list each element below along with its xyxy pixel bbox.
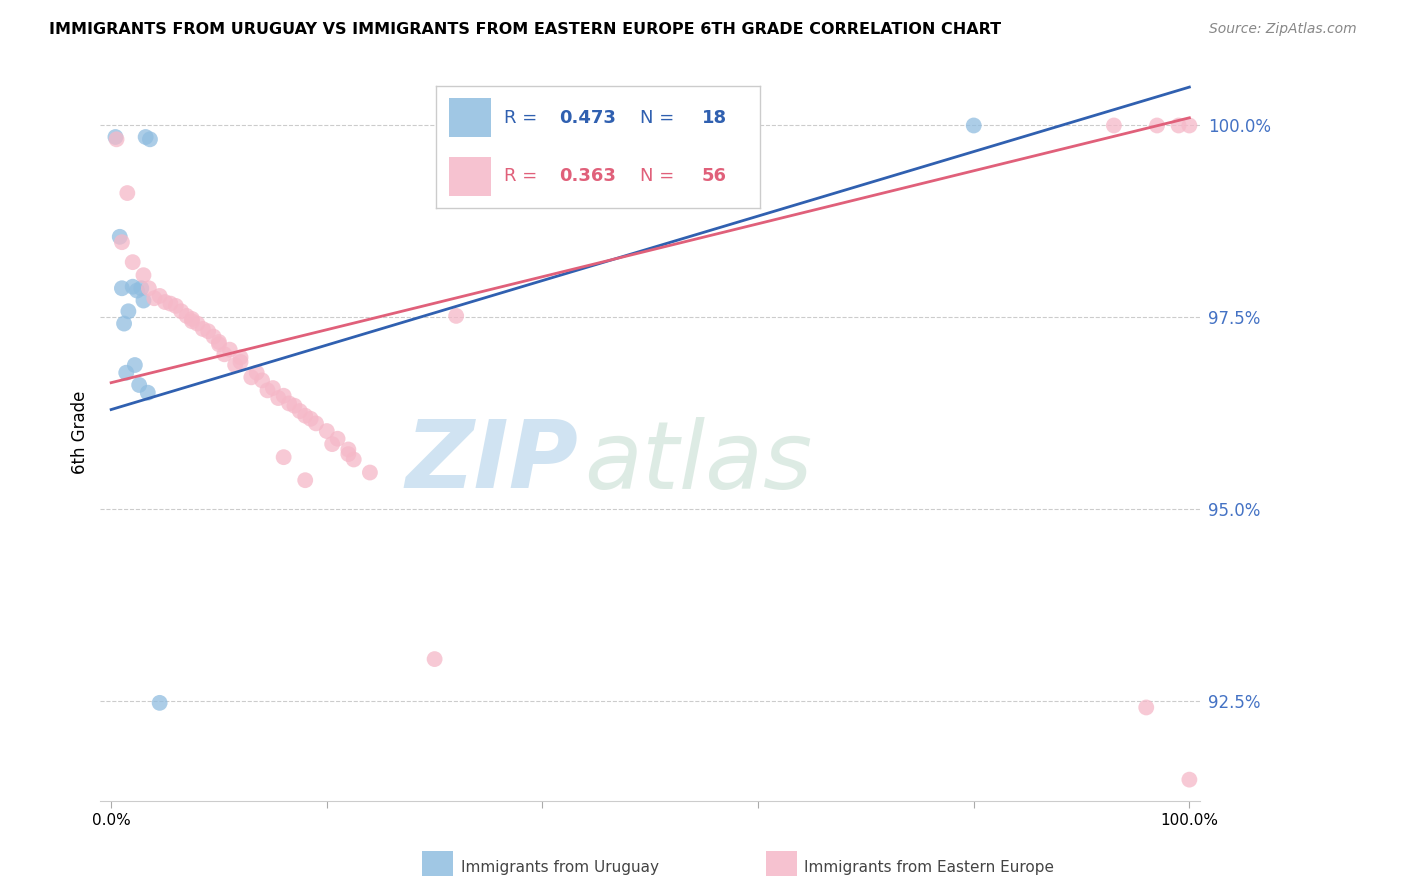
Point xyxy=(149,696,172,710)
Point xyxy=(191,322,214,336)
Point xyxy=(132,293,155,308)
Text: Source: ZipAtlas.com: Source: ZipAtlas.com xyxy=(1209,22,1357,37)
Point xyxy=(1102,119,1125,133)
Point xyxy=(343,452,366,467)
Point xyxy=(288,404,311,418)
Point xyxy=(121,279,143,293)
Point xyxy=(124,358,146,372)
Point xyxy=(321,437,343,451)
Point xyxy=(112,317,135,331)
Point xyxy=(273,389,295,403)
Point xyxy=(108,229,131,244)
Point xyxy=(337,442,360,457)
Point xyxy=(240,370,263,384)
Point xyxy=(963,119,986,133)
Point xyxy=(176,309,198,323)
Text: ZIP: ZIP xyxy=(406,416,579,508)
Point xyxy=(128,378,150,392)
Point xyxy=(246,366,269,380)
Point xyxy=(725,119,748,133)
Point xyxy=(229,351,252,365)
Point xyxy=(104,130,127,145)
Point xyxy=(138,281,160,295)
Point xyxy=(125,284,148,298)
Point xyxy=(181,312,204,326)
Point xyxy=(131,281,153,295)
Point xyxy=(299,411,322,425)
Point xyxy=(423,652,446,666)
Point xyxy=(273,450,295,465)
Point xyxy=(326,432,349,446)
Point xyxy=(170,304,193,318)
Point xyxy=(294,473,316,487)
Point xyxy=(315,424,337,438)
Point xyxy=(1135,700,1157,714)
Point xyxy=(1167,119,1189,133)
Point xyxy=(208,337,231,351)
Point xyxy=(143,291,166,305)
Point xyxy=(1178,119,1201,133)
Point xyxy=(214,347,236,361)
Point xyxy=(111,281,134,295)
Point xyxy=(139,132,162,146)
Point xyxy=(337,447,360,461)
Point xyxy=(197,324,219,338)
Point xyxy=(250,373,273,387)
Point xyxy=(181,314,204,328)
Point xyxy=(218,343,240,357)
Point xyxy=(359,466,381,480)
Point xyxy=(186,317,208,331)
Point xyxy=(256,384,278,398)
Point xyxy=(224,358,246,372)
Point xyxy=(105,132,128,146)
Y-axis label: 6th Grade: 6th Grade xyxy=(72,391,89,475)
Point xyxy=(136,385,159,400)
Text: atlas: atlas xyxy=(585,417,813,508)
Point xyxy=(117,186,139,200)
Point xyxy=(159,296,181,310)
Point xyxy=(262,381,284,395)
Point xyxy=(117,304,139,318)
Point xyxy=(1178,772,1201,787)
Text: Immigrants from Uruguay: Immigrants from Uruguay xyxy=(461,860,659,874)
Point xyxy=(132,268,155,283)
Point xyxy=(444,309,467,323)
Point xyxy=(267,391,290,405)
Point xyxy=(305,417,328,431)
Text: Immigrants from Eastern Europe: Immigrants from Eastern Europe xyxy=(804,860,1054,874)
Text: IMMIGRANTS FROM URUGUAY VS IMMIGRANTS FROM EASTERN EUROPE 6TH GRADE CORRELATION : IMMIGRANTS FROM URUGUAY VS IMMIGRANTS FR… xyxy=(49,22,1001,37)
Point xyxy=(278,396,301,410)
Point xyxy=(165,299,187,313)
Point xyxy=(135,130,157,145)
Point xyxy=(1146,119,1168,133)
Point xyxy=(294,409,316,423)
Point xyxy=(229,355,252,369)
Point xyxy=(115,366,138,380)
Point xyxy=(111,235,134,250)
Point xyxy=(149,289,172,303)
Point xyxy=(121,255,143,269)
Point xyxy=(283,399,305,413)
Point xyxy=(208,334,231,349)
Point xyxy=(202,329,225,343)
Point xyxy=(153,295,176,310)
